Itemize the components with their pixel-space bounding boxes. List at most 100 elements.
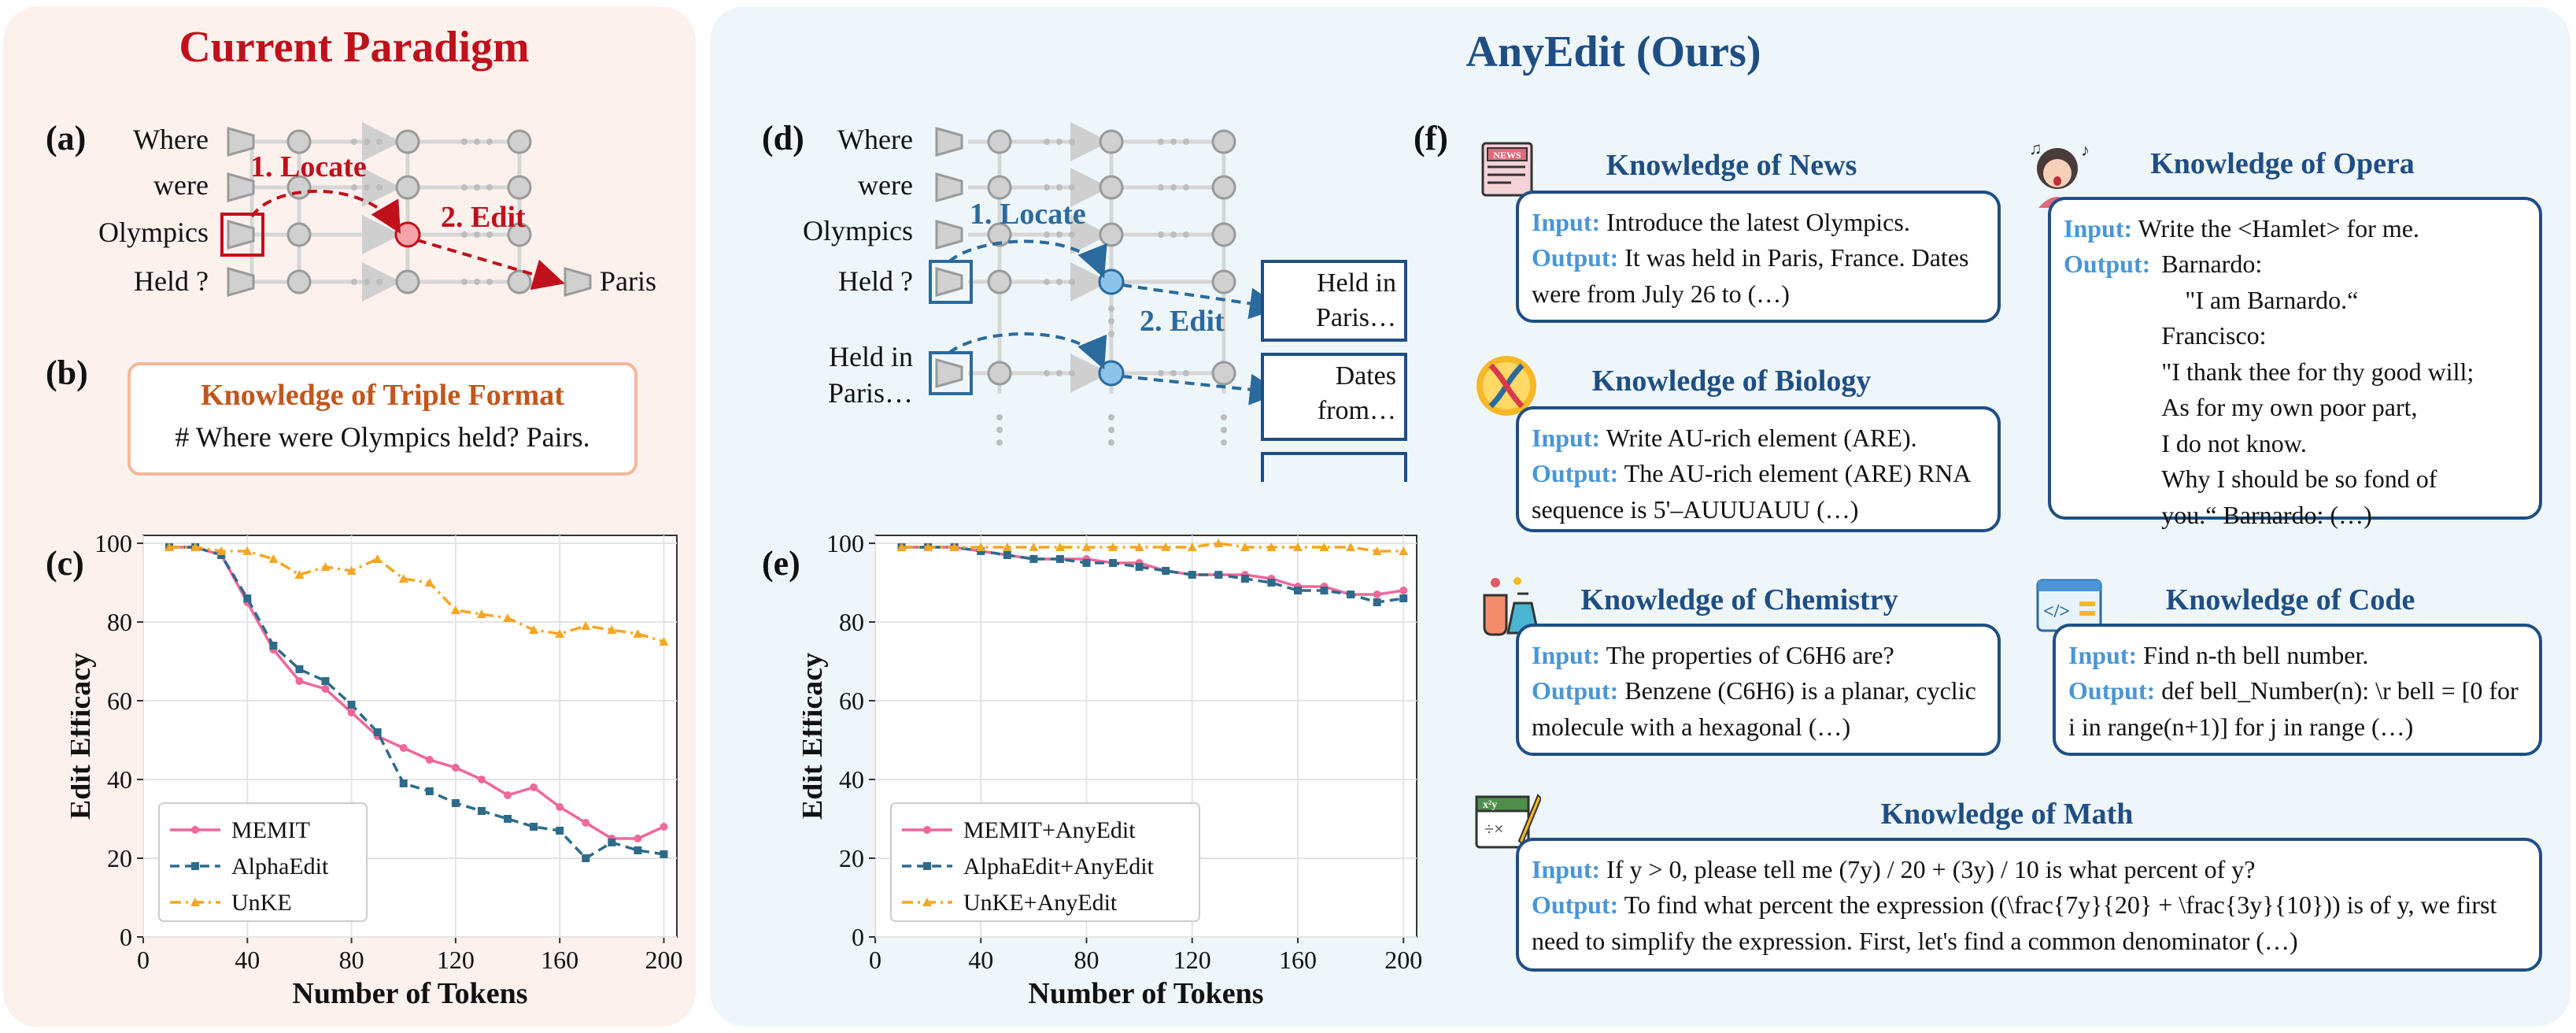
edit-efficacy-chart-baselines: 0 40 80 120 160 200 0 20 40 60 80 100 Number of Toke… [71, 529, 682, 1010]
input-label: Input: [2064, 214, 2133, 243]
data-point [1292, 542, 1303, 551]
output-box: Dates from… [1261, 353, 1407, 441]
edit-efficacy-chart-anyedit: 0 40 80 120 160 200 0 20 40 60 80 100 Number of Toke… [803, 529, 1422, 1010]
data-point [1214, 539, 1224, 547]
card-title-opera: Knowledge of Opera [2150, 147, 2415, 180]
data-point [633, 629, 643, 638]
data-point [321, 685, 330, 693]
legend-marker [191, 826, 199, 834]
data-point [243, 594, 252, 602]
data-point [556, 803, 564, 811]
output-box: Held in Paris… [1261, 260, 1407, 342]
x-tick-label: 120 [437, 946, 475, 974]
data-point [424, 578, 434, 587]
word-label: Held ? [134, 265, 209, 297]
card-biology: Input: Write AU-rich element (ARE). Outp… [1516, 406, 2001, 532]
data-point [346, 566, 357, 575]
data-point [1373, 598, 1381, 606]
panel-e-tag: (e) [762, 544, 800, 583]
edit-label: 2. Edit [441, 201, 526, 234]
data-point [477, 807, 486, 815]
output-text: To find what percent the expression ((\f… [1532, 890, 2497, 955]
x-axis-label: Number of Tokens [292, 977, 527, 1010]
y-tick-label: 60 [107, 687, 132, 715]
data-point [1319, 542, 1329, 551]
data-point [659, 637, 669, 646]
legend-label: UnKE+AnyEdit [963, 890, 1118, 916]
card-title-biology: Knowledge of Biology [1591, 365, 1872, 398]
y-tick-label: 0 [120, 923, 132, 951]
x-tick-label: 0 [869, 946, 881, 974]
data-point [949, 542, 959, 551]
output-line: Francisco: [2161, 321, 2267, 350]
data-point [216, 546, 227, 555]
code-window-icon: </> [2036, 579, 2102, 632]
legend-label: AlphaEdit+AnyEdit [963, 853, 1155, 879]
series-line [901, 546, 1404, 604]
legend-box [890, 802, 1200, 922]
data-point [607, 625, 617, 634]
series-line [169, 546, 665, 840]
data-point [1081, 542, 1092, 551]
y-axis-label: Edit Efficacy [71, 653, 97, 820]
data-point [399, 744, 408, 752]
panel-d-tag: (d) [762, 119, 804, 157]
data-point [1214, 571, 1223, 579]
y-tick-label: 20 [839, 844, 864, 872]
data-point [504, 791, 512, 799]
data-point [294, 570, 305, 579]
legend-label: MEMIT [231, 817, 310, 843]
legend-marker [190, 898, 200, 906]
output-label: Output: [1532, 890, 1619, 920]
y-tick-label: 20 [107, 844, 132, 872]
legend-marker [922, 898, 932, 906]
card-opera: Input: Write the <Hamlet> for me. Output… [2048, 197, 2542, 529]
output-line: Held in [1316, 268, 1396, 298]
edit-label: 2. Edit [1140, 305, 1225, 338]
data-point [1003, 551, 1011, 559]
output-line: Dates [1335, 361, 1396, 391]
data-point [582, 854, 590, 862]
data-point [477, 776, 486, 783]
x-tick-label: 40 [235, 946, 260, 974]
word-label: Held ? [838, 265, 913, 297]
data-point [1109, 559, 1118, 567]
legend-box [158, 802, 368, 922]
x-tick-label: 120 [1173, 946, 1211, 974]
word-label: Paris… [828, 377, 913, 409]
output-text: The AU-rich element (ARE) RNA sequence i… [1532, 459, 1970, 524]
y-axis-label: Edit Efficacy [803, 653, 829, 820]
series-line [901, 542, 1404, 553]
data-point [269, 642, 278, 650]
data-point [373, 728, 382, 736]
data-point [399, 779, 408, 787]
card-math: Input: If y > 0, please tell me (7y) / 2… [1516, 838, 2542, 972]
card-chemistry: Input: The properties of C6H6 are? Outpu… [1516, 624, 2001, 756]
y-tick-label: 40 [839, 765, 864, 794]
data-point [451, 799, 460, 807]
x-tick-label: 160 [1279, 946, 1317, 974]
x-tick-label: 200 [1384, 946, 1422, 974]
legend-marker [923, 862, 931, 870]
word-label: Olympics [98, 217, 209, 248]
svg-text:</>: </> [2043, 602, 2070, 622]
output-line: Barnardo: [2161, 250, 2263, 279]
word-label: Olympics [803, 215, 913, 246]
output-line: As for my own poor part, [2161, 393, 2418, 422]
data-point [582, 819, 590, 827]
data-point [1002, 542, 1012, 551]
card-news: Input: Introduce the latest Olympics. Ou… [1516, 191, 2001, 323]
data-point [425, 756, 434, 764]
data-point [1029, 542, 1039, 551]
output-label: Output: [1532, 243, 1619, 272]
input-text: Write the <Hamlet> for me. [2138, 214, 2419, 243]
data-point [1320, 587, 1329, 594]
series-line [169, 546, 664, 861]
input-label: Input: [1532, 424, 1601, 452]
card-title-news: Knowledge of News [1606, 149, 1857, 182]
panel-d-network [929, 122, 1407, 482]
data-point [1399, 594, 1408, 602]
data-point [268, 554, 279, 563]
data-point [451, 764, 460, 772]
data-point [976, 542, 986, 551]
